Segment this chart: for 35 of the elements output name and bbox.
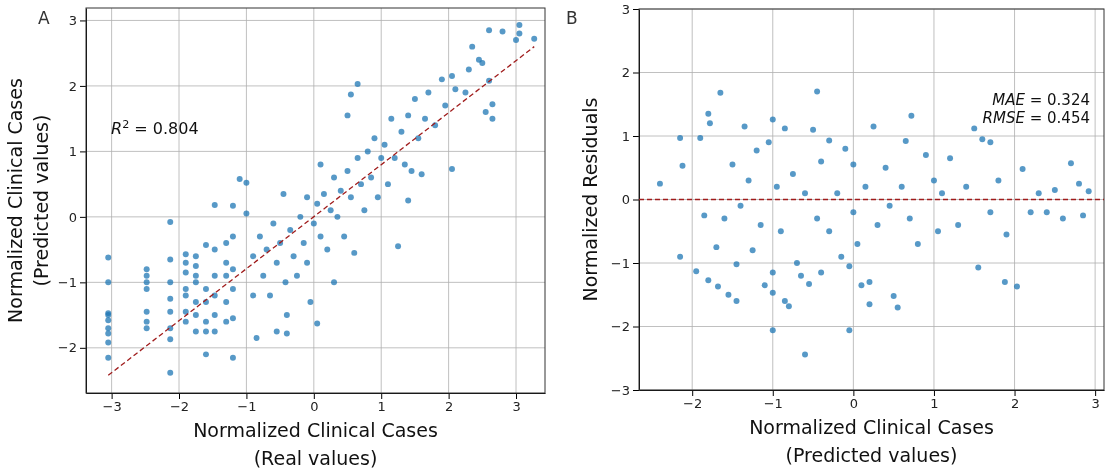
x-tick-label: 2	[1010, 396, 1020, 412]
x-tick-label: 0	[310, 399, 319, 415]
y-tick-label: −3	[610, 382, 630, 398]
x-axis-title: Normalized Clinical Cases (Predicted values)	[749, 416, 994, 466]
x-tick-label: 2	[444, 399, 454, 415]
y-tick-label: −1	[610, 255, 630, 271]
y-tick-label: −2	[610, 319, 630, 335]
x-tick-label: −2	[683, 396, 703, 412]
x-tick-label: 0	[849, 396, 859, 412]
y-tick-label: 2	[621, 65, 630, 81]
y-tick-label: −1	[57, 275, 77, 291]
x-tick-label: 1	[930, 396, 939, 412]
annotation: R$^{2}$ = 0.804	[111, 117, 199, 138]
y-tick-label: 0	[68, 209, 77, 225]
y-axis-title: Normalized Residuals	[579, 97, 601, 302]
chart-title: B	[566, 8, 578, 28]
y-tick-label: 1	[621, 128, 630, 144]
chart-title: A	[38, 8, 50, 28]
annotation: MAE = 0.324	[992, 91, 1090, 109]
x-tick-label: 3	[512, 399, 521, 415]
y-axis-title: Normalized Clinical Cases (Predicted values)	[4, 78, 52, 323]
x-tick-label: 1	[377, 399, 386, 415]
x-tick-label: −1	[237, 399, 257, 415]
x-tick-label: −2	[169, 399, 190, 415]
y-tick-label: 3	[621, 1, 630, 17]
x-tick-label: −3	[102, 399, 122, 415]
x-tick-label: −1	[763, 396, 783, 412]
y-tick-label: 3	[68, 13, 77, 29]
x-tick-label: 3	[1091, 396, 1100, 412]
annotation: RMSE = 0.454	[982, 109, 1090, 127]
y-tick-label: −2	[57, 340, 77, 356]
y-tick-label: 1	[68, 144, 77, 160]
y-tick-label: 2	[68, 78, 77, 94]
y-tick-label: 0	[621, 192, 630, 208]
x-axis-title: Normalized Clinical Cases (Real values)	[193, 419, 438, 468]
